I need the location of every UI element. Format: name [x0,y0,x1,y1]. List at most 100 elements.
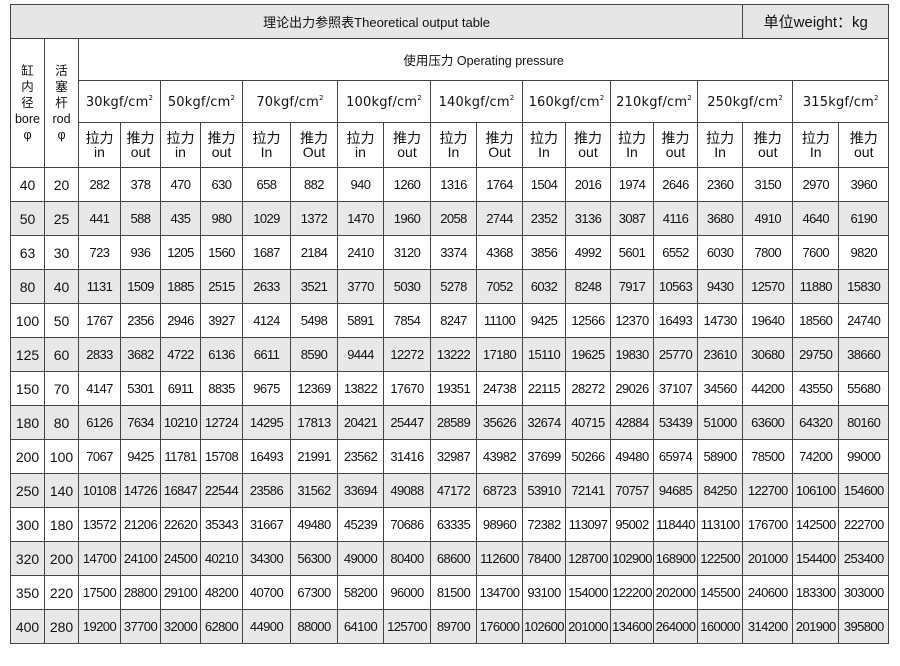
push-force-cell: 70686 [383,507,431,542]
push-force-cell: 2016 [565,167,611,202]
force-label-en: out [758,144,778,160]
pull-force-cell: 5278 [430,269,477,304]
pull-force-cell: 13572 [78,507,121,542]
pressure-header-cell: 250kgf/cm2 [696,80,794,123]
bore-cn-3: 径 [21,96,34,110]
pull-force-cell: 9675 [242,371,291,406]
push-force-cell: 3120 [383,235,431,270]
pull-force-cell: 11880 [792,269,840,304]
pressure-header-cell: 140kgf/cm2 [430,80,523,123]
pull-force-header: 拉力 In [242,122,291,168]
pull-force-cell: 4722 [160,337,201,372]
push-force-cell: 112600 [476,541,523,576]
push-force-cell: 113097 [565,507,611,542]
force-label-cn: 推力 [393,130,421,146]
pull-force-cell: 45239 [337,507,384,542]
pull-force-cell: 1885 [160,269,201,304]
pull-force-cell: 22620 [160,507,201,542]
push-force-cell: 50266 [565,439,611,474]
push-force-cell: 378 [120,167,161,202]
pull-force-header: 拉力 in [337,122,384,168]
pull-force-cell: 7600 [792,235,840,270]
push-force-cell: 4116 [653,201,698,236]
push-force-cell: 3960 [838,167,890,202]
pull-force-cell: 16493 [242,439,291,474]
push-force-cell: 201000 [742,541,794,576]
pull-force-cell: 51000 [696,405,744,440]
pressure-unit-superscript: 2 [778,93,784,102]
bore-cell: 100 [10,303,45,338]
push-force-header: 推力 Out [476,122,523,168]
bore-cell: 40 [10,167,45,202]
pressure-unit-superscript: 2 [599,93,605,102]
pull-force-cell: 68600 [430,541,477,576]
push-force-cell: 2356 [120,303,161,338]
push-force-cell: 1509 [120,269,161,304]
pressure-unit-superscript: 2 [874,93,879,102]
push-force-cell: 48200 [200,575,243,610]
push-force-cell: 134700 [476,575,523,610]
rod-cell: 60 [44,337,79,372]
bore-cell: 180 [10,405,45,440]
push-force-cell: 1260 [383,167,431,202]
pull-force-cell: 95002 [610,507,654,542]
rod-symbol: φ [57,128,66,142]
pull-force-header: 拉力 In [610,122,654,168]
bore-cell: 320 [10,541,45,576]
force-label-cn: 推力 [300,130,328,146]
rod-cn-1: 活 [55,64,68,78]
table-row: 80 40 1131 1509 1885 2515 2633 3521 3770 5030 5278… [10,269,890,304]
pull-force-cell: 37699 [522,439,566,474]
push-force-cell: 67300 [290,575,338,610]
push-force-cell: 40715 [565,405,611,440]
rod-cell: 180 [44,507,79,542]
pull-force-cell: 9444 [337,337,384,372]
pull-force-cell: 33694 [337,473,384,508]
pull-force-cell: 31667 [242,507,291,542]
push-force-cell: 44200 [742,371,794,406]
pull-force-cell: 81500 [430,575,477,610]
push-force-cell: 37700 [120,609,161,644]
bore-cn-2: 内 [21,80,34,94]
push-force-cell: 14726 [120,473,161,508]
rod-cell: 70 [44,371,79,406]
push-force-cell: 19625 [565,337,611,372]
rod-en: rod [52,112,71,126]
pull-force-cell: 9425 [522,303,566,338]
push-force-cell: 936 [120,235,161,270]
pull-force-cell: 1131 [78,269,121,304]
pull-force-cell: 93100 [522,575,566,610]
table-row: 150 70 4147 5301 6911 8835 9675 12369 13822 17670… [10,371,890,406]
in-out-row: 拉力 in 推力 out 拉力 in 推力 out 拉力 In 推力 Out 拉力 in 推力 out 拉力 In… [11,122,890,168]
pull-force-cell: 1504 [522,167,566,202]
pull-force-cell: 32000 [160,609,201,644]
push-force-cell: 88000 [290,609,338,644]
force-label-cn: 拉力 [618,130,646,146]
push-force-cell: 3927 [200,303,243,338]
push-force-cell: 6190 [838,201,890,236]
push-force-cell: 222700 [838,507,890,542]
push-force-header: 推力 out [742,122,794,168]
pull-force-cell: 58200 [337,575,384,610]
pull-force-cell: 78400 [522,541,566,576]
push-force-cell: 12369 [290,371,338,406]
push-force-cell: 128700 [565,541,611,576]
push-force-cell: 240600 [742,575,794,610]
push-force-cell: 40210 [200,541,243,576]
pull-force-cell: 4640 [792,201,840,236]
push-force-cell: 176700 [742,507,794,542]
push-force-cell: 17670 [383,371,431,406]
push-force-cell: 12272 [383,337,431,372]
pressure-unit-superscript: 2 [148,93,154,102]
push-force-cell: 65974 [653,439,698,474]
push-force-cell: 8248 [565,269,611,304]
pull-force-cell: 53910 [522,473,566,508]
rod-cn-2: 塞 [55,80,68,94]
push-force-header: 推力 out [200,122,243,168]
pull-force-cell: 4124 [242,303,291,338]
operating-pressure-header: 使用压力 Operating pressure [77,38,890,81]
pressure-label: 50kgf/cm [167,94,231,110]
push-force-cell: 24740 [838,303,890,338]
push-force-cell: 62800 [200,609,243,644]
push-force-cell: 80160 [838,405,890,440]
